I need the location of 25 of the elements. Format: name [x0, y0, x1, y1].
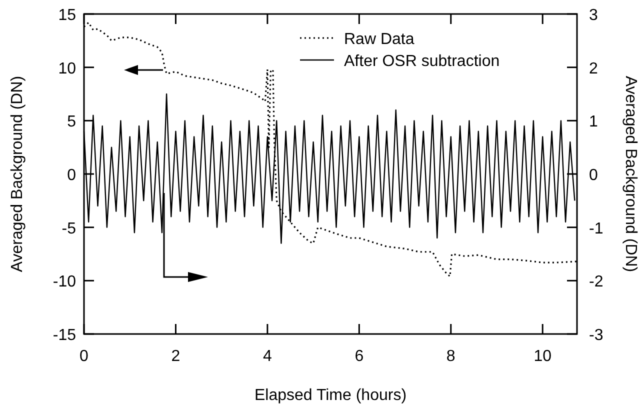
x-tick-label: 10 — [534, 348, 552, 365]
x-tick-label: 0 — [80, 348, 89, 365]
y-tick-label: -15 — [52, 327, 76, 344]
x-tick-label: 8 — [446, 348, 456, 365]
y-axis-title: Averaged Background (DN) — [9, 76, 26, 272]
x-axis-title: Elapsed Time (hours) — [254, 387, 407, 404]
x-tick-label: 6 — [354, 348, 364, 365]
y-tick-label: 10 — [58, 60, 76, 78]
y2-tick-label: 3 — [589, 7, 598, 24]
y2-tick-label: 2 — [589, 60, 598, 78]
legend-label: After OSR subtraction — [344, 53, 500, 70]
x-tick-label: 4 — [262, 348, 272, 365]
y-tick-label: 15 — [58, 7, 76, 24]
y-tick-label: 0 — [67, 167, 76, 184]
legend-label: Raw Data — [344, 31, 414, 48]
y-tick-label: -5 — [62, 220, 76, 238]
y2-axis-title: Averaged Background (DN) — [622, 76, 639, 272]
x-tick-label: 2 — [171, 348, 180, 365]
y-tick-label: 5 — [67, 114, 76, 131]
y2-tick-label: -3 — [589, 327, 604, 344]
y2-tick-label: -1 — [589, 220, 604, 238]
y-tick-label: -10 — [52, 274, 76, 291]
y2-tick-label: -2 — [589, 274, 604, 291]
y2-tick-label: 0 — [589, 167, 598, 184]
y2-tick-label: 1 — [589, 114, 598, 131]
